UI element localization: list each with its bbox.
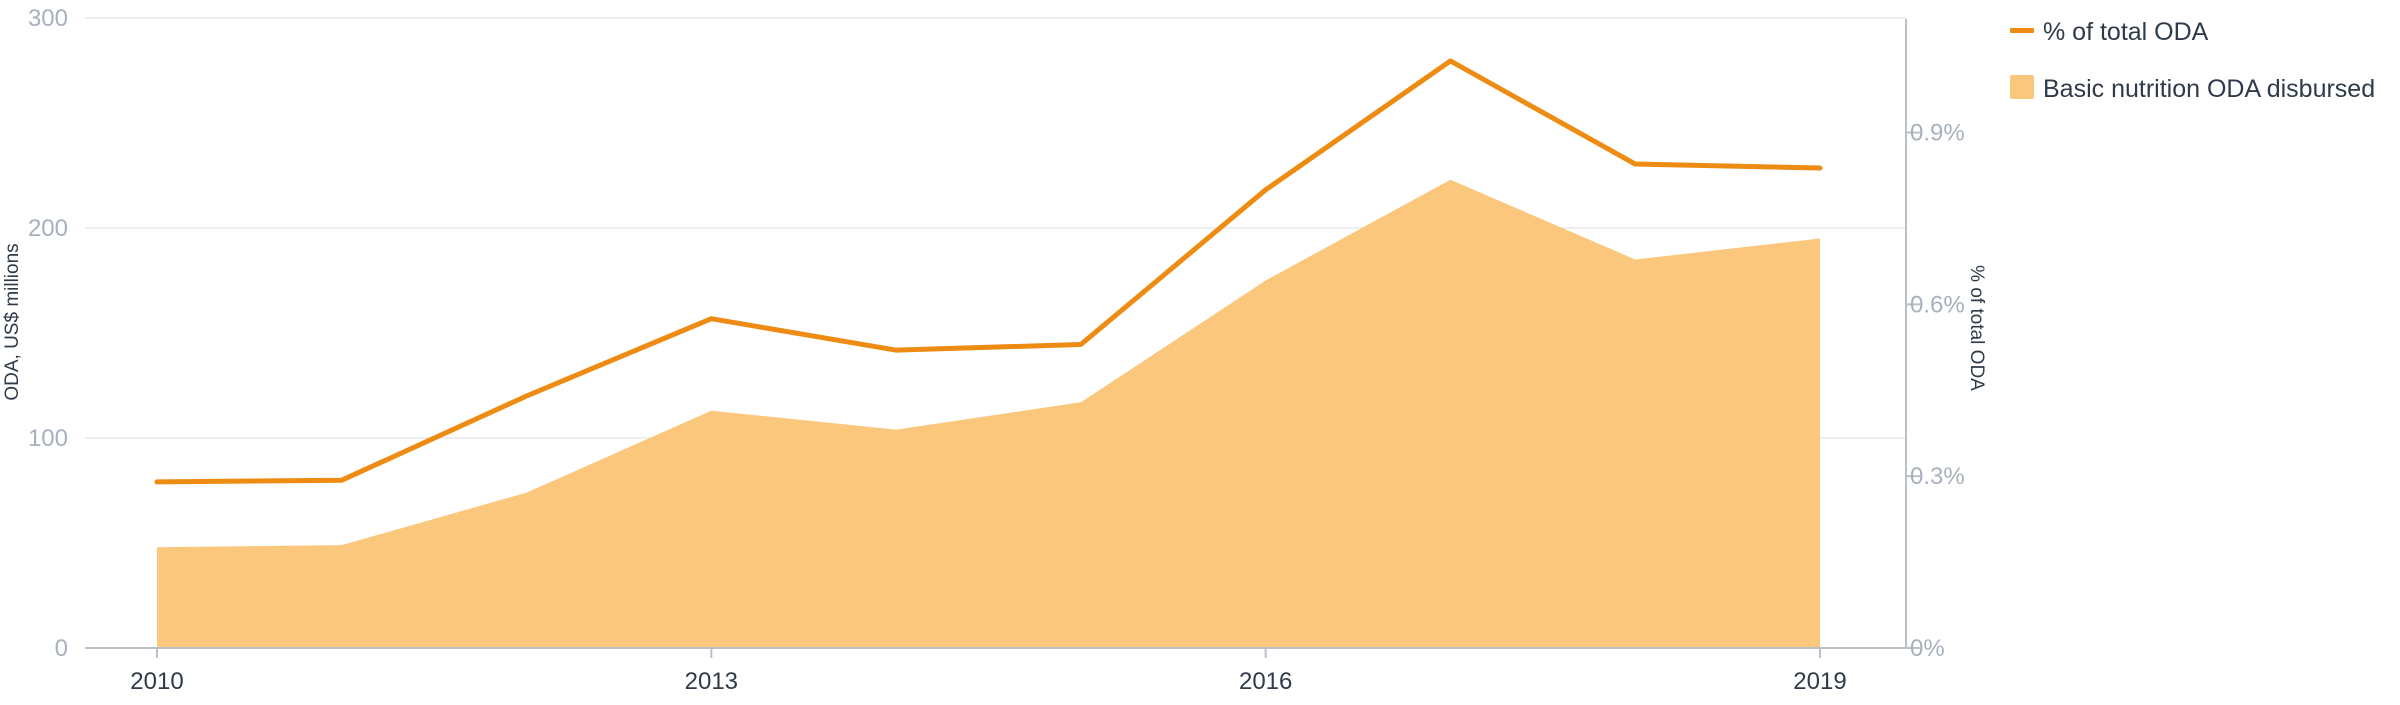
x-axis-ticks: 2010 2013 2016 2019 xyxy=(130,648,1847,695)
legend: % of total ODA Basic nutrition ODA disbu… xyxy=(2010,18,2375,103)
right-axis-ticks: 0% 0.3% 0.6% 0.9% xyxy=(1906,120,1965,662)
left-axis-title: ODA, US$ millions xyxy=(2,243,23,400)
legend-label-basic-nutrition-oda: Basic nutrition ODA disbursed xyxy=(2043,75,2375,103)
x-axis-tick-label: 2013 xyxy=(685,668,738,695)
legend-label-percent-total-oda: % of total ODA xyxy=(2043,18,2209,46)
legend-line-marker xyxy=(2010,28,2034,33)
area-series xyxy=(157,179,1820,648)
right-axis-tick-label: 0% xyxy=(1910,635,1945,662)
right-axis-tick-label: 0.3% xyxy=(1910,463,1965,490)
left-axis-tick-label: 200 xyxy=(28,215,68,242)
right-axis-tick-label: 0.9% xyxy=(1910,120,1965,147)
legend-square-marker xyxy=(2010,75,2034,99)
legend-item-basic-nutrition-oda[interactable]: Basic nutrition ODA disbursed xyxy=(2010,75,2375,103)
left-axis-ticks: 0 100 200 300 xyxy=(28,5,68,662)
right-axis-title: % of total ODA xyxy=(1966,265,1987,391)
legend-item-percent-total-oda[interactable]: % of total ODA xyxy=(2010,18,2209,46)
x-axis-tick-label: 2019 xyxy=(1793,668,1846,695)
x-axis-tick-label: 2016 xyxy=(1239,668,1292,695)
area-series-basic-nutrition-oda xyxy=(157,179,1820,648)
right-axis-tick-label: 0.6% xyxy=(1910,291,1965,318)
left-axis-tick-label: 100 xyxy=(28,425,68,452)
line-series-percent-total-oda xyxy=(154,58,1823,485)
line-series xyxy=(154,58,1823,485)
x-axis-tick-label: 2010 xyxy=(130,668,183,695)
left-axis-tick-label: 0 xyxy=(55,635,68,662)
axes xyxy=(85,19,1907,649)
left-axis-tick-label: 300 xyxy=(28,5,68,32)
